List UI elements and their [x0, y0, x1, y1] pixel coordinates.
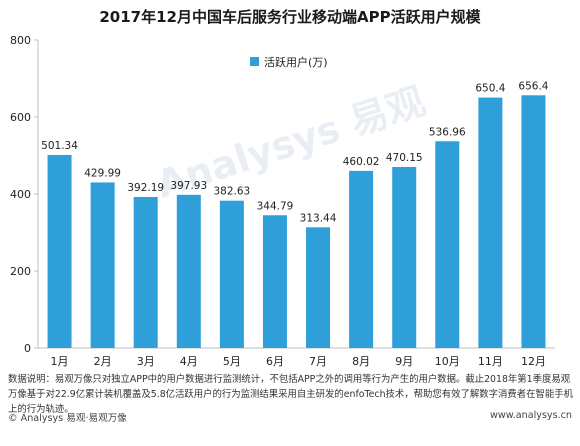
- x-tick-label: 6月: [266, 355, 284, 368]
- footer-copyright: © Analysys 易观·易观万像: [8, 413, 127, 424]
- bar: [47, 154, 72, 348]
- x-tick-label: 11月: [478, 355, 503, 368]
- x-tick-label: 5月: [223, 355, 241, 368]
- data-label: 501.34: [41, 140, 78, 152]
- x-tick-label: 1月: [51, 355, 69, 368]
- data-label: 470.15: [386, 152, 423, 164]
- bar: [133, 197, 158, 348]
- bar: [306, 227, 331, 348]
- x-tick-label: 7月: [309, 355, 327, 368]
- data-label: 536.96: [429, 126, 466, 138]
- data-label: 650.4: [475, 83, 505, 95]
- x-tick-label: 3月: [137, 355, 155, 368]
- data-label: 397.93: [170, 180, 207, 192]
- data-label: 429.99: [84, 167, 121, 179]
- bar: [176, 194, 201, 348]
- x-tick-label: 2月: [94, 355, 112, 368]
- bar-chart: 0 200 400 600 800 活跃用户(万) 501.34 1月 429.99 2月 392.…: [10, 34, 555, 368]
- y-tick-label: 800: [10, 34, 31, 47]
- bar: [521, 95, 546, 348]
- data-label: 656.4: [518, 80, 548, 92]
- bar: [262, 215, 287, 348]
- y-tick-label: 600: [10, 111, 31, 124]
- data-label: 382.63: [214, 186, 251, 198]
- bar: [478, 97, 503, 348]
- legend-swatch: [250, 57, 259, 66]
- x-tick-label: 9月: [395, 355, 413, 368]
- y-tick-label: 400: [10, 188, 31, 201]
- data-label: 313.44: [300, 212, 337, 224]
- footer-url: www.analysys.cn: [490, 410, 572, 421]
- bar: [392, 166, 417, 348]
- data-label: 344.79: [257, 200, 294, 212]
- bar: [219, 200, 244, 348]
- bar: [349, 170, 374, 348]
- x-tick-label: 12月: [521, 355, 546, 368]
- data-label: 460.02: [343, 156, 380, 168]
- y-tick-label: 200: [10, 265, 31, 278]
- bar: [435, 141, 460, 348]
- data-note: 数据说明：易观万像只对独立APP中的用户数据进行监测统计，不包括APP之外的调用…: [8, 374, 574, 415]
- legend-label: 活跃用户(万): [264, 55, 328, 69]
- chart-title: 2017年12月中国车后服务行业移动端APP活跃用户规模: [99, 8, 481, 26]
- data-label: 392.19: [127, 182, 164, 194]
- x-tick-label: 4月: [180, 355, 198, 368]
- x-tick-label: 8月: [352, 355, 370, 368]
- bar: [90, 182, 115, 348]
- x-tick-label: 10月: [435, 355, 460, 368]
- y-tick-label: 0: [24, 342, 31, 355]
